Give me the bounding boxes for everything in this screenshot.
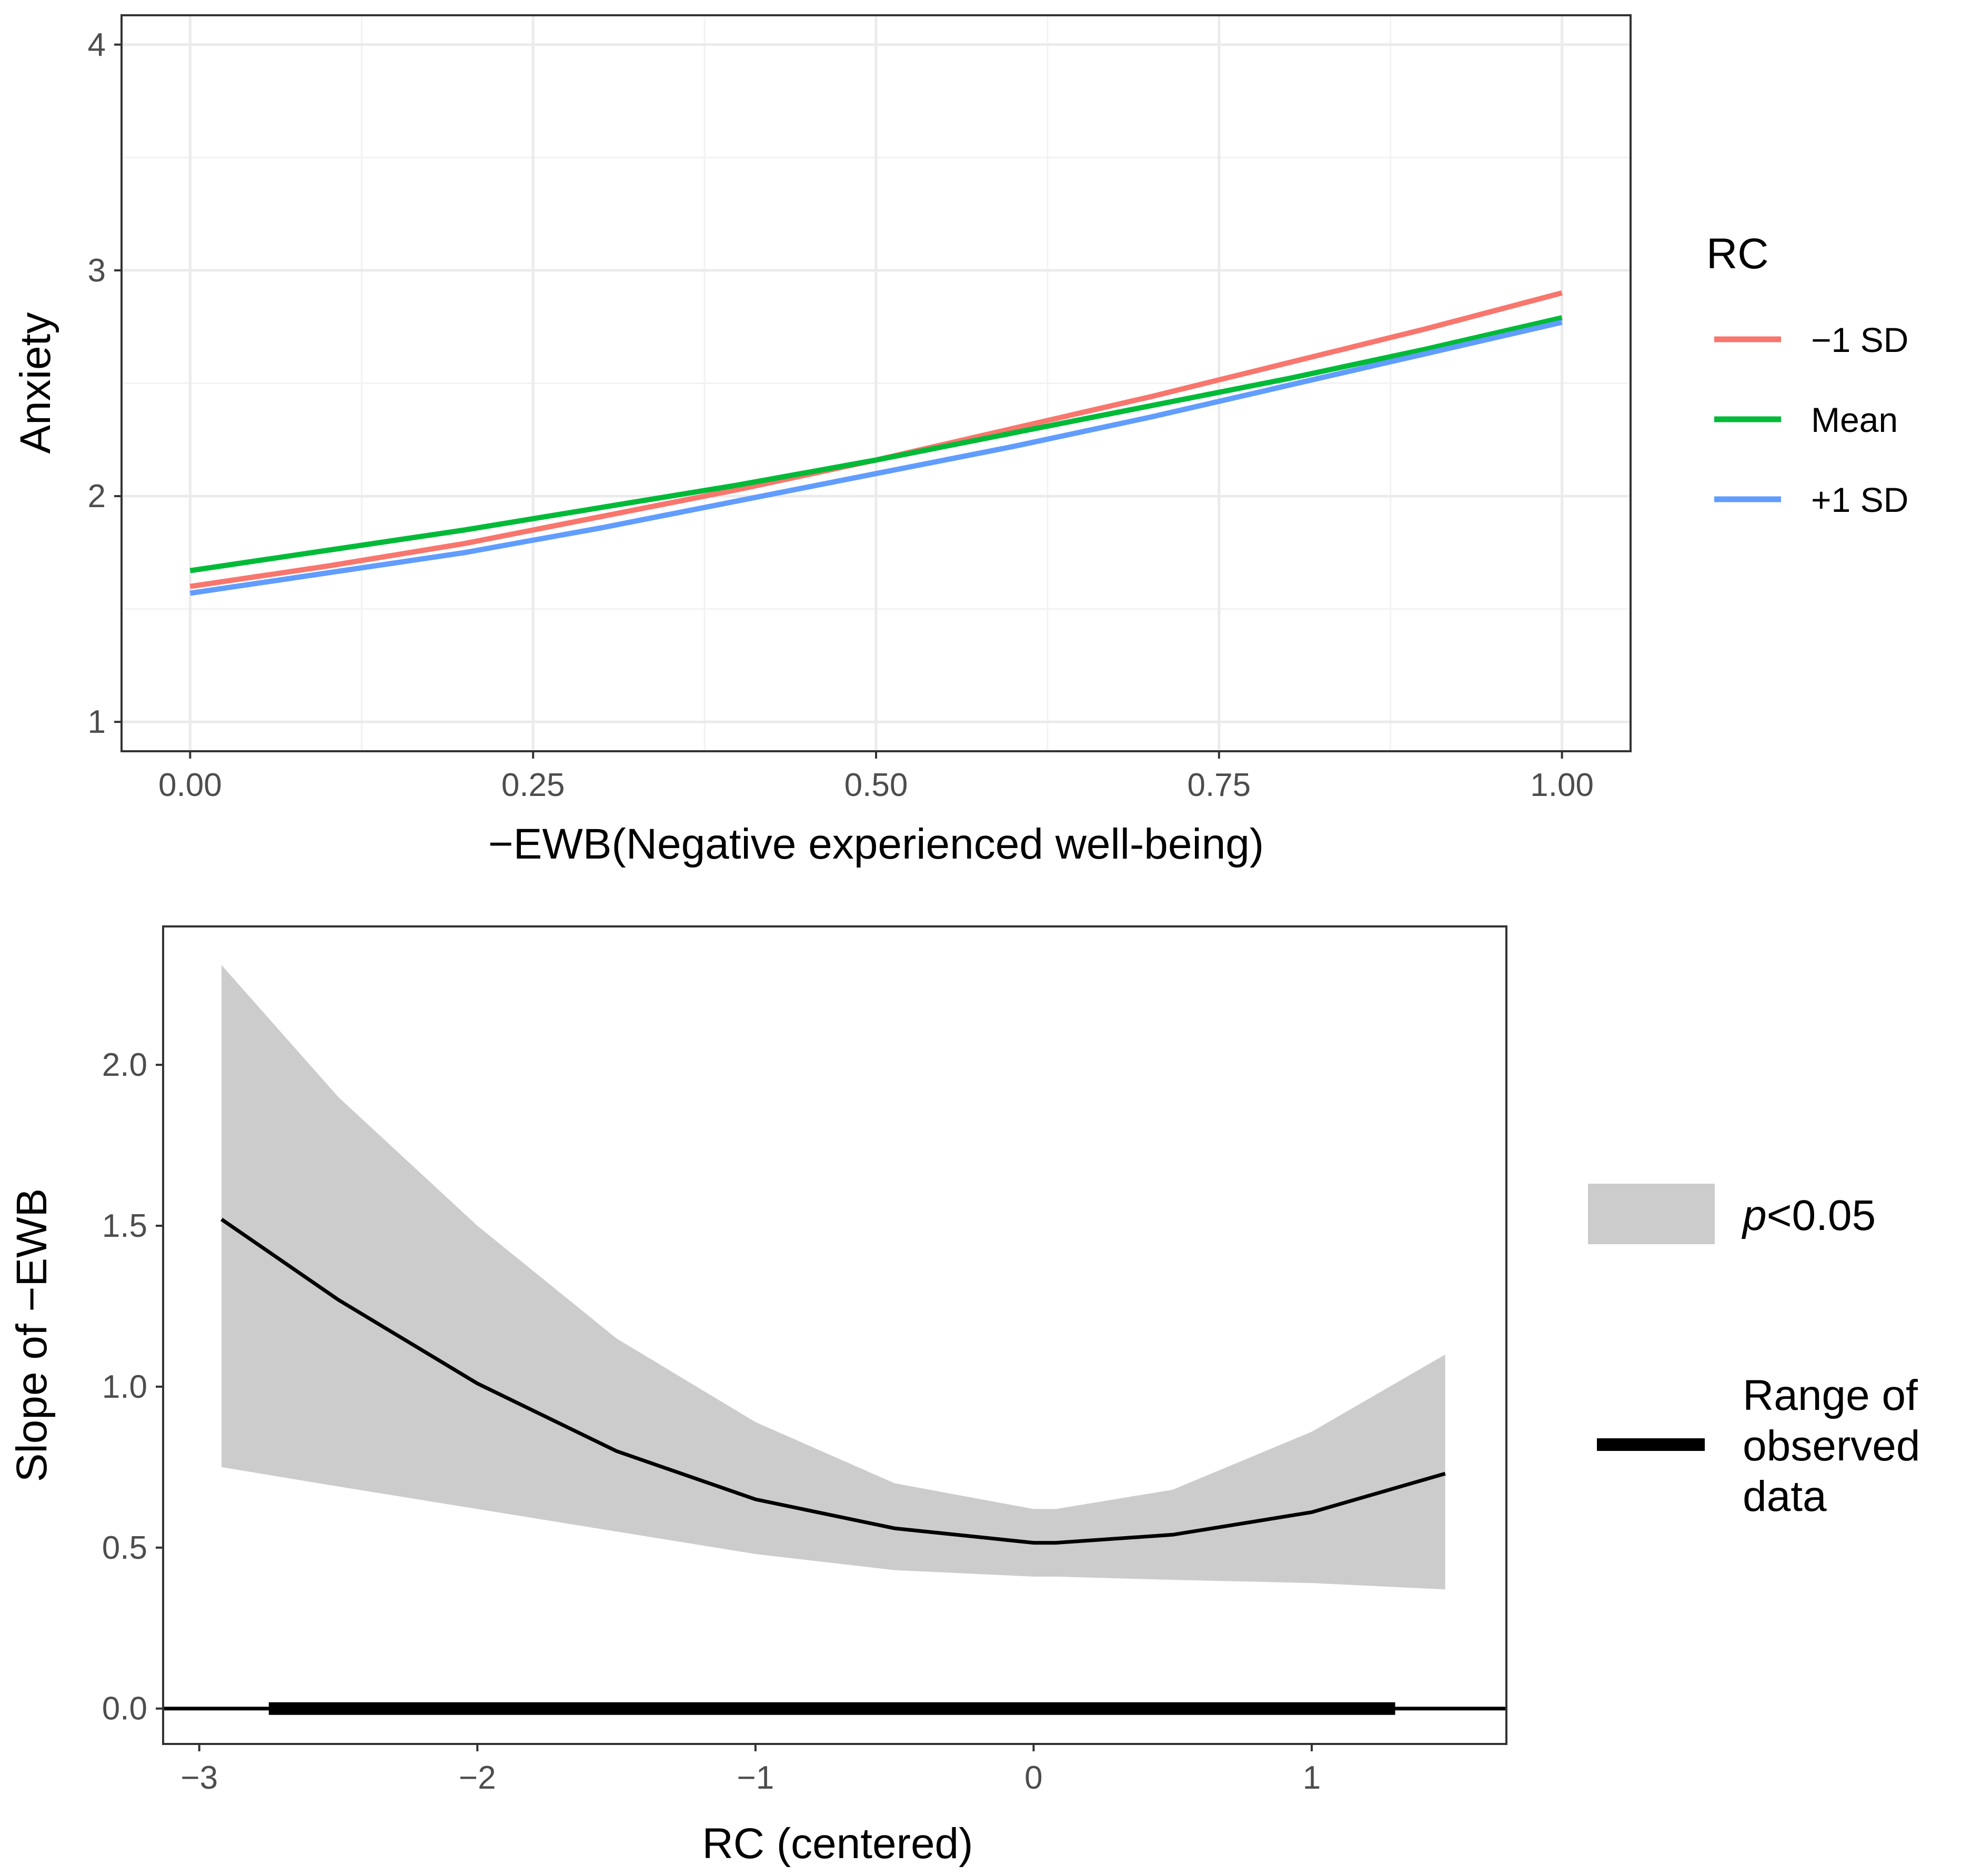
bottom-y-tick-label: 0.0 xyxy=(102,1691,147,1727)
top-y-tick-label: 1 xyxy=(88,704,106,740)
bottom-x-tick-label: −2 xyxy=(459,1760,496,1796)
bottom-x-axis: −3 −2 −1 0 1 xyxy=(180,1744,1321,1796)
top-series-line-1 xyxy=(189,315,1563,573)
top-x-axis-title: −EWB(Negative experienced well-being) xyxy=(488,820,1264,868)
bottom-x-tick-label: 0 xyxy=(1024,1760,1042,1796)
bottom-y-tick-label: 1.5 xyxy=(102,1208,147,1244)
top-chart: 1 2 3 4 0.00 0.25 0.50 0.75 1.00 Anxiety −EWB(N… xyxy=(12,14,1908,868)
top-y-axis-title: Anxiety xyxy=(12,312,59,454)
top-y-tick-label: 3 xyxy=(88,253,106,289)
top-y-tick-label: 4 xyxy=(88,27,106,63)
bottom-x-tick-label: 1 xyxy=(1303,1760,1321,1796)
top-y-tick-label: 2 xyxy=(88,478,106,515)
confidence-band xyxy=(222,965,1445,1590)
bottom-y-tick-label: 2.0 xyxy=(102,1047,147,1083)
bottom-x-tick-label: −1 xyxy=(737,1760,775,1796)
bottom-y-tick-label: 0.5 xyxy=(102,1530,147,1566)
top-x-tick-label: 0.75 xyxy=(1187,767,1251,803)
legend-label-mean: Mean xyxy=(1811,400,1898,439)
top-x-axis: 0.00 0.25 0.50 0.75 1.00 xyxy=(158,751,1594,803)
legend-label-plus1sd: +1 SD xyxy=(1811,480,1908,519)
bottom-y-tick-label: 1.0 xyxy=(102,1369,147,1405)
top-x-tick-label: 0.50 xyxy=(844,767,908,803)
legend-key-band xyxy=(1588,1184,1715,1244)
top-legend-title: RC xyxy=(1706,230,1768,278)
legend-label-range-3: data xyxy=(1743,1472,1827,1520)
bottom-chart: 0.0 0.5 1.0 1.5 2.0 −3 −2 −1 0 1 Slope of −EWB R… xyxy=(8,925,1920,1868)
legend-label-band-threshold: <0.05 xyxy=(1767,1192,1876,1239)
bottom-plot-border xyxy=(162,925,1507,1745)
top-x-tick-label: 1.00 xyxy=(1530,767,1594,803)
top-x-tick-label: 0.00 xyxy=(158,767,222,803)
bottom-x-tick-label: −3 xyxy=(180,1760,218,1796)
bottom-legend: p<0.05 Range of observed data xyxy=(1588,1184,1920,1520)
bottom-y-axis: 0.0 0.5 1.0 1.5 2.0 xyxy=(102,1047,163,1727)
legend-label-minus1sd: −1 SD xyxy=(1811,320,1908,359)
slope-line xyxy=(220,1217,1446,1545)
legend-label-range-2: observed xyxy=(1743,1422,1920,1470)
top-gridlines xyxy=(122,15,1631,751)
top-legend: RC −1 SD Mean +1 SD xyxy=(1706,230,1908,519)
top-series-line-2 xyxy=(189,319,1563,596)
bottom-y-axis-title: Slope of −EWB xyxy=(8,1188,56,1482)
legend-label-range-1: Range of xyxy=(1743,1371,1918,1419)
legend-label-band-p: p xyxy=(1741,1192,1767,1239)
top-y-axis: 1 2 3 4 xyxy=(88,27,122,740)
top-series-lines xyxy=(189,290,1563,596)
bottom-x-axis-title: RC (centered) xyxy=(702,1820,973,1868)
legend-label-band: p<0.05 xyxy=(1741,1192,1876,1239)
top-x-tick-label: 0.25 xyxy=(501,767,565,803)
